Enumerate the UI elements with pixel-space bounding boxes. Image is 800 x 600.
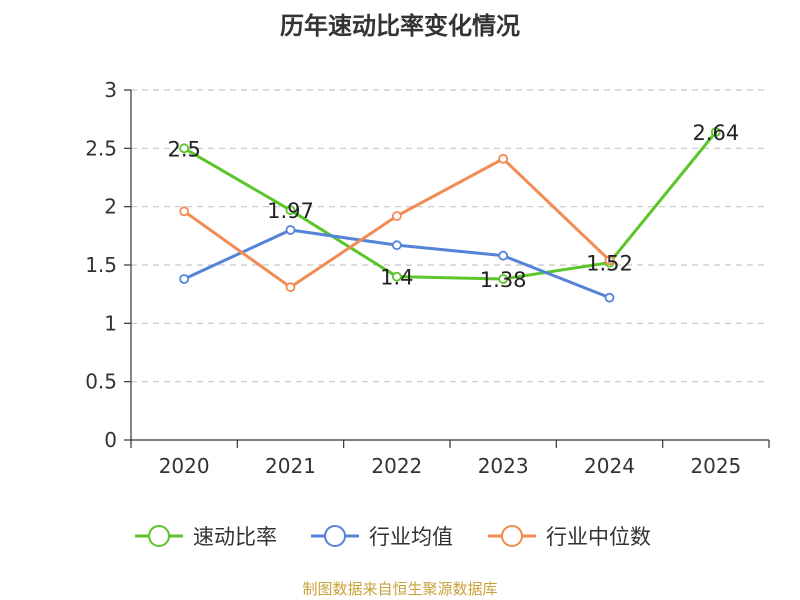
data-label: 1.52 (586, 252, 633, 276)
legend-marker (324, 525, 346, 547)
data-label: 1.4 (380, 266, 413, 290)
data-label: 2.5 (167, 137, 200, 161)
y-tick-label: 3 (104, 78, 117, 102)
chart-title: 历年速动比率变化情况 (280, 12, 520, 40)
data-point (285, 225, 296, 235)
x-tick-label: 2023 (478, 454, 529, 478)
data-point (179, 274, 190, 284)
legend-marker (501, 525, 523, 547)
x-tick-label: 2024 (584, 454, 635, 478)
legend-label: 速动比率 (193, 525, 277, 549)
data-point (179, 143, 190, 154)
legend-marker (148, 525, 170, 547)
data-point (391, 271, 402, 282)
series-line-1 (183, 131, 717, 281)
data-point (498, 250, 509, 261)
y-tick-label: 2.5 (85, 136, 117, 160)
data-label: 1.97 (267, 199, 314, 223)
data-point (604, 255, 615, 266)
data-label: 2.64 (692, 121, 739, 145)
data-point (179, 206, 190, 217)
data-point (285, 282, 296, 293)
y-tick-label: 1.5 (85, 253, 117, 277)
y-tick-label: 2 (104, 195, 117, 219)
data-label: 1.38 (480, 268, 527, 292)
y-tick-label: 1 (104, 311, 117, 335)
data-point (391, 240, 402, 251)
y-tick-label: 0 (104, 428, 117, 452)
data-source-note: 制图数据来自恒生聚源数据库 (302, 580, 498, 598)
data-point (498, 153, 509, 164)
x-tick-label: 2025 (690, 454, 741, 478)
legend-label: 行业中位数 (546, 525, 651, 549)
legend-label: 行业均值 (369, 525, 453, 549)
data-point (498, 274, 509, 284)
x-tick-label: 2022 (371, 454, 422, 478)
data-point (391, 211, 402, 221)
data-point (604, 292, 615, 303)
data-point (710, 127, 721, 137)
y-tick-label: 0.5 (85, 370, 117, 394)
x-tick-label: 2021 (265, 454, 316, 478)
data-point (285, 205, 296, 216)
x-tick-label: 2020 (159, 454, 210, 478)
